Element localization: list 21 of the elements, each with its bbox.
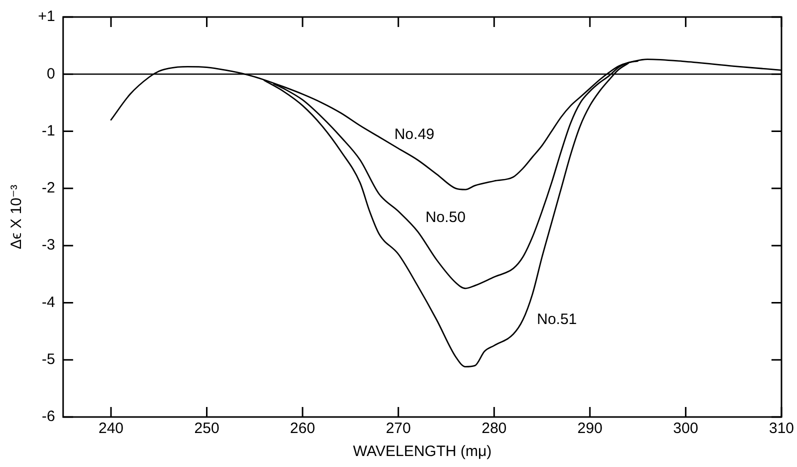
x-tick-label: 280: [482, 420, 507, 438]
y-tick-label: -1: [42, 122, 56, 140]
y-tick-label: -4: [42, 294, 56, 311]
y-axis-title: Δϵ X 10⁻³: [8, 184, 26, 250]
y-tick-label: -5: [42, 351, 56, 368]
x-axis-title: WAVELENGTH (mμ): [352, 443, 492, 460]
y-tick-label: +1: [38, 8, 56, 26]
y-tick-label: 0: [46, 65, 56, 82]
x-tick-label: 240: [98, 420, 124, 438]
x-tick-label: 290: [577, 420, 602, 438]
series-label: No.51: [536, 311, 577, 328]
x-tick-label: 270: [386, 420, 411, 438]
x-tick-label: 300: [673, 420, 698, 438]
x-tick-label: 310: [768, 420, 794, 438]
x-tick-label: 250: [194, 420, 220, 438]
series-label: No.50: [426, 208, 466, 226]
series-label: No.49: [394, 126, 434, 144]
y-tick-label: -3: [42, 236, 56, 254]
x-tick-label: 260: [290, 420, 316, 438]
y-tick-label: -6: [42, 408, 56, 426]
y-tick-label: -2: [42, 180, 56, 197]
